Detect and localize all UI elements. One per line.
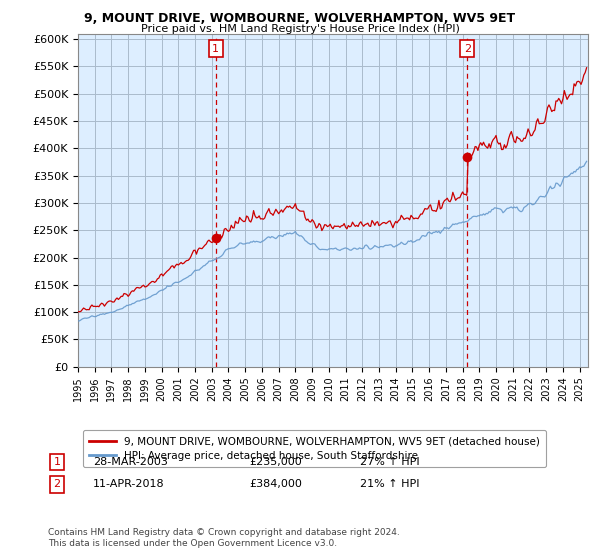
Text: 1: 1: [53, 457, 61, 467]
Text: 2: 2: [53, 479, 61, 489]
Text: Contains HM Land Registry data © Crown copyright and database right 2024.
This d: Contains HM Land Registry data © Crown c…: [48, 528, 400, 548]
Text: £384,000: £384,000: [249, 479, 302, 489]
Text: Price paid vs. HM Land Registry's House Price Index (HPI): Price paid vs. HM Land Registry's House …: [140, 24, 460, 34]
Text: 9, MOUNT DRIVE, WOMBOURNE, WOLVERHAMPTON, WV5 9ET: 9, MOUNT DRIVE, WOMBOURNE, WOLVERHAMPTON…: [85, 12, 515, 25]
Legend: 9, MOUNT DRIVE, WOMBOURNE, WOLVERHAMPTON, WV5 9ET (detached house), HPI: Average: 9, MOUNT DRIVE, WOMBOURNE, WOLVERHAMPTON…: [83, 430, 546, 467]
Text: 1: 1: [212, 44, 219, 54]
Text: 27% ↑ HPI: 27% ↑ HPI: [360, 457, 419, 467]
Text: 2: 2: [464, 44, 471, 54]
Text: 28-MAR-2003: 28-MAR-2003: [93, 457, 168, 467]
Text: £235,000: £235,000: [249, 457, 302, 467]
Text: 21% ↑ HPI: 21% ↑ HPI: [360, 479, 419, 489]
Text: 11-APR-2018: 11-APR-2018: [93, 479, 164, 489]
